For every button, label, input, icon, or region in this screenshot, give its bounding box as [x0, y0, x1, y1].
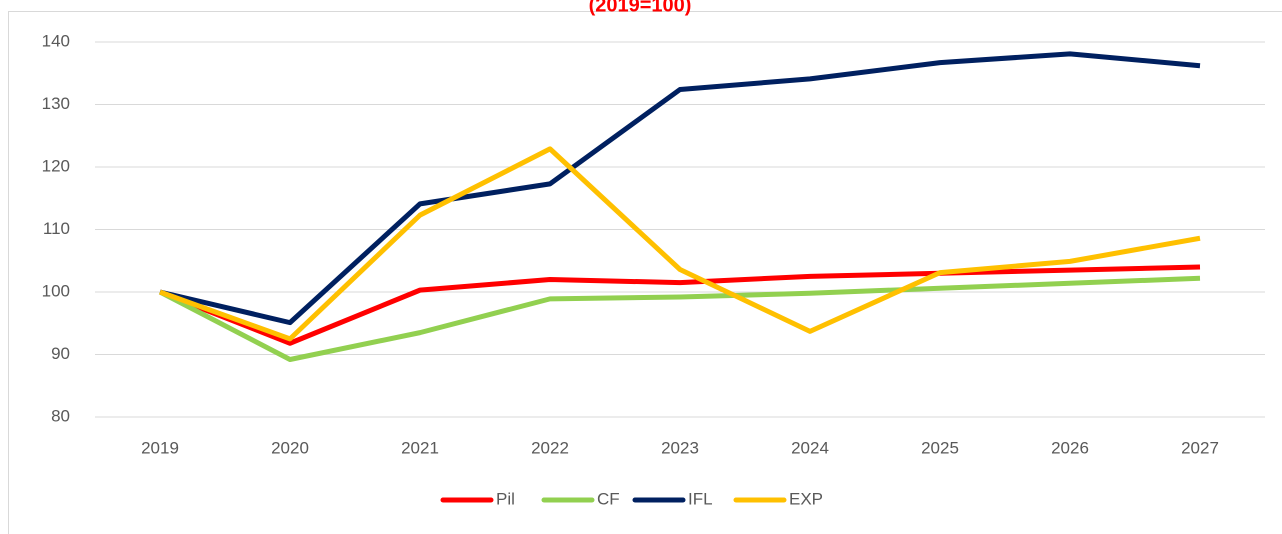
x-tick-label: 2020	[271, 438, 309, 457]
legend-label: CF	[597, 489, 620, 508]
chart-subtitle: (2019=100)	[589, 0, 692, 16]
y-tick-label: 100	[42, 281, 70, 300]
line-series	[159, 51, 1201, 326]
y-tick-label: 80	[51, 406, 70, 425]
y-tick-label: 130	[42, 94, 70, 113]
x-tick-label: 2024	[791, 438, 829, 457]
legend-label: EXP	[789, 489, 823, 508]
x-tick-label: 2023	[661, 438, 699, 457]
x-tick-label: 2027	[1181, 438, 1219, 457]
y-tick-label: 90	[51, 344, 70, 363]
y-tick-label: 110	[43, 219, 70, 238]
x-tick-label: 2022	[531, 438, 569, 457]
line-series	[159, 146, 1201, 342]
legend-label: Pil	[496, 489, 515, 508]
x-tick-label: 2019	[141, 438, 179, 457]
x-tick-label: 2021	[401, 438, 439, 457]
y-tick-label: 120	[42, 156, 70, 175]
y-tick-label: 140	[42, 31, 70, 50]
line-series	[159, 264, 1201, 346]
chart-border	[8, 11, 1282, 534]
x-tick-label: 2026	[1051, 438, 1089, 457]
legend-label: IFL	[688, 489, 713, 508]
line-series	[158, 275, 1201, 362]
x-tick-label: 2025	[921, 438, 959, 457]
